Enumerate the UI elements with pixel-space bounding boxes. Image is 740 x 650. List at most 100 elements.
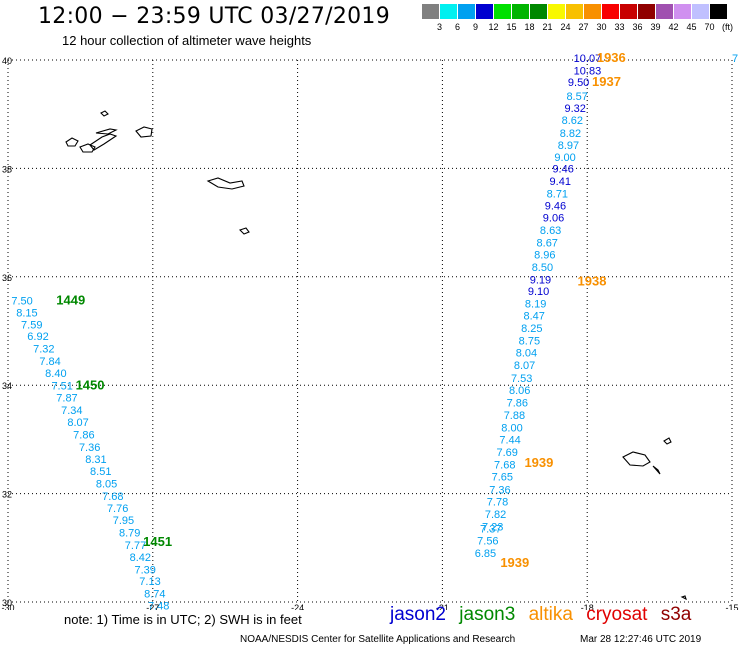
wave-height-value: 9.32: [565, 103, 586, 115]
wave-height-value: 7.39: [134, 564, 155, 576]
color-scale-label: 15: [506, 22, 517, 32]
color-swatch: [638, 4, 655, 19]
wave-height-value: 8.96: [534, 249, 555, 261]
wave-height-value: 7.44: [499, 435, 520, 447]
land-outlines: [65, 110, 687, 601]
wave-height-value: 8.67: [537, 237, 558, 249]
wave-height-value: 8.00: [501, 422, 522, 434]
wave-height-value: 7.88: [504, 410, 525, 422]
lat-tick-label: 34: [2, 381, 12, 391]
wave-height-value: 8.51: [90, 466, 111, 478]
lat-tick-label: 32: [2, 490, 12, 500]
wave-height-value: 8.31: [85, 454, 106, 466]
wave-height-value: 7.50: [11, 295, 32, 307]
color-swatch: [458, 4, 475, 19]
wave-height-value: 8.79: [119, 527, 140, 539]
wave-height-value: 6.92: [27, 331, 48, 343]
island-sao-jorge: [95, 128, 118, 135]
lon-tick-label: -24: [291, 603, 304, 610]
color-scale-label: 12: [488, 22, 499, 32]
island-desertas: [652, 465, 661, 475]
lat-tick-label: 30: [2, 598, 12, 608]
wave-height-value: 7.34: [61, 405, 82, 417]
wave-height-value: 7.76: [107, 503, 128, 515]
island-sao-miguel: [206, 177, 245, 190]
wave-height-value: 9.19: [530, 274, 551, 286]
wave-height-value: 7.68: [494, 460, 515, 472]
wave-height-value: 7.48: [148, 601, 169, 610]
map-grid: [7, 59, 733, 603]
island-madeira: [622, 451, 651, 467]
island-flores: [65, 137, 79, 147]
island-santa-maria: [238, 227, 250, 235]
color-swatch: [494, 4, 511, 19]
color-scale-label: 39: [650, 22, 661, 32]
color-swatch: [692, 4, 709, 19]
wave-height-value: 9.10: [528, 286, 549, 298]
color-scale-label: 24: [560, 22, 571, 32]
wave-height-value: 9.00: [554, 152, 575, 164]
color-swatch: [566, 4, 583, 19]
island-terceira: [135, 126, 153, 138]
wave-height-value: 8.25: [521, 323, 542, 335]
legend-cryosat: cryosat: [586, 604, 648, 625]
pass-time-label: 1450: [76, 378, 105, 393]
wave-height-value: 7.59: [21, 319, 42, 331]
color-swatch: [710, 4, 727, 19]
wave-height-value: 7.13: [139, 576, 160, 588]
wave-height-value: 7.65: [492, 472, 513, 484]
wave-height-value: 8.40: [45, 368, 66, 380]
color-swatch: [674, 4, 691, 19]
color-swatch: [620, 4, 637, 19]
color-scale-label: 33: [614, 22, 625, 32]
lat-tick-label: 36: [2, 273, 12, 283]
pass-time-label: 1937: [592, 74, 621, 89]
color-swatch: [656, 4, 673, 19]
lon-tick-label: -18: [581, 603, 594, 610]
wave-height-value: 9.41: [550, 176, 571, 188]
mission-legend: jason2 jason3 altika cryosat s3a: [390, 604, 699, 626]
axis-tick-labels: 40 38 36 34 32 30-30 -27 -24 -21 -18 -15: [1, 56, 738, 610]
color-swatch: [602, 4, 619, 19]
wave-height-value: 8.63: [540, 225, 561, 237]
legend-altika: altika: [528, 604, 573, 625]
lon-tick-label: -21: [436, 603, 449, 610]
island-selvagens: [680, 595, 687, 601]
color-swatch: [422, 4, 439, 19]
island-pico: [89, 133, 118, 151]
color-swatch: [476, 4, 493, 19]
wave-height-value: 7.86: [507, 397, 528, 409]
legend-jason3: jason3: [459, 604, 516, 625]
wave-height-value: 8.05: [96, 479, 117, 491]
wave-height-value: 10.07: [574, 53, 602, 65]
color-scale-label: 27: [578, 22, 589, 32]
page-subtitle: 12 hour collection of altimeter wave hei…: [62, 33, 312, 48]
credit-line: NOAA/NESDIS Center for Satellite Applica…: [240, 634, 516, 645]
wave-height-map: 10.0710.839.508.579.328.628.828.979.009.…: [1, 50, 738, 610]
wave-height-value: 7.87: [56, 392, 77, 404]
wave-height-value: 7.77: [125, 540, 146, 552]
color-scale-label: 21: [542, 22, 553, 32]
wave-height-value: 7.56: [477, 536, 498, 548]
wave-height-value: 8.62: [562, 115, 583, 127]
wave-height-value: 8.71: [547, 189, 568, 201]
pass-time-label: 1938: [578, 273, 607, 288]
lat-tick-label: 38: [2, 164, 12, 174]
color-swatch: [530, 4, 547, 19]
legend-jason2: jason2: [390, 604, 446, 625]
color-scale-label: 3: [436, 22, 442, 32]
pass-time-labels: 1936 1937 1938 1939 1939 1449 1450 1451: [56, 50, 626, 570]
wave-height-value: 8.06: [509, 385, 530, 397]
pass-time-label: 1449: [56, 292, 85, 307]
island-porto-santo: [663, 437, 672, 445]
wave-height-value: 8.74: [144, 589, 165, 601]
color-scale-label: (ft): [722, 22, 733, 32]
wave-height-value: 9.46: [552, 164, 573, 176]
lon-tick-label: -27: [146, 603, 159, 610]
color-swatch: [440, 4, 457, 19]
wave-height-value: 8.47: [523, 311, 544, 323]
wave-height-value: 8.07: [67, 417, 88, 429]
wave-height-value: 7: [732, 53, 738, 65]
wave-height-value: 7.53: [511, 373, 532, 385]
wave-height-value: 8.75: [519, 336, 540, 348]
